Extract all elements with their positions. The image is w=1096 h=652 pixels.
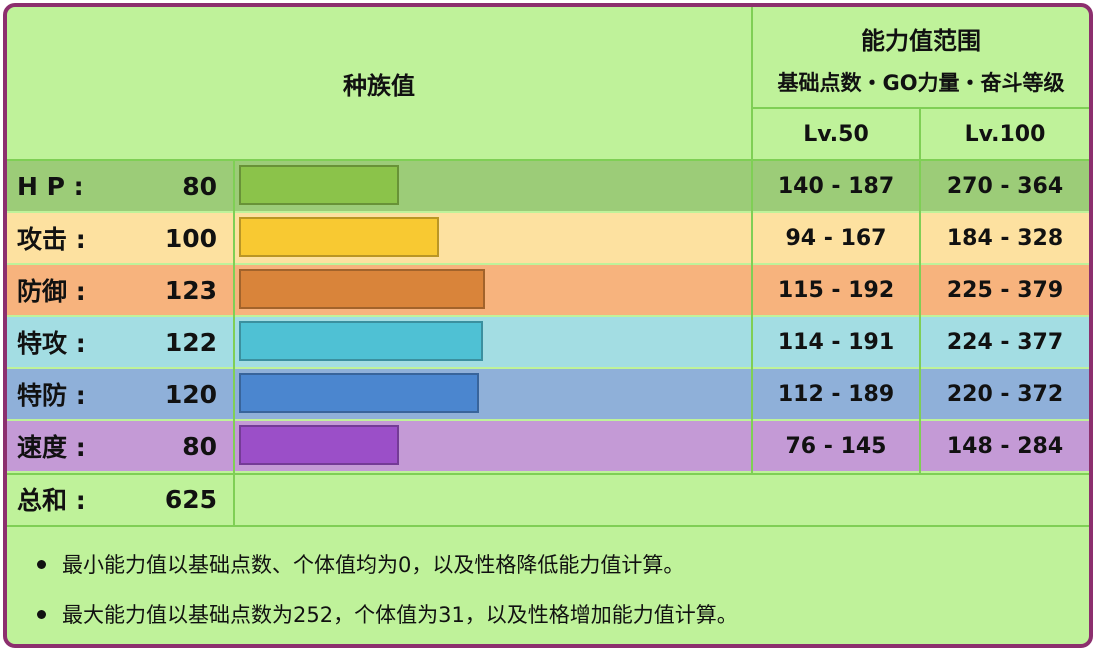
base-stats-header: 种族值 xyxy=(7,7,751,159)
stat-bar xyxy=(239,425,399,465)
stat-row-def: 防御 : 123 115 - 192 225 - 379 xyxy=(7,265,1089,315)
stat-label: 特攻 : xyxy=(17,329,86,358)
grid-line xyxy=(753,107,1089,109)
total-value: 625 xyxy=(164,484,217,514)
stat-label: 攻击 : xyxy=(17,225,86,254)
stat-value: 123 xyxy=(164,275,217,305)
lv100-label: Lv.100 xyxy=(964,121,1046,147)
range-lv50: 115 - 192 xyxy=(753,265,919,315)
grid-line xyxy=(233,159,235,525)
note-min: 最小能力值以基础点数、个体值均为0，以及性格降低能力值计算。 xyxy=(37,547,684,581)
total-label: 总和 : xyxy=(17,486,86,515)
stat-label: 特防 : xyxy=(17,381,86,410)
stat-label: H P : xyxy=(17,171,84,201)
range-lv50: 114 - 191 xyxy=(753,317,919,367)
stat-bar xyxy=(239,165,399,205)
grid-line xyxy=(7,159,1089,161)
stat-bar xyxy=(239,269,485,309)
stat-row-spd: 特防 : 120 112 - 189 220 - 372 xyxy=(7,369,1089,419)
range-lv100: 184 - 328 xyxy=(921,213,1089,263)
lv100-header: Lv.100 xyxy=(921,109,1089,159)
lv50-header: Lv.50 xyxy=(753,109,919,159)
stat-row-atk: 攻击 : 100 94 - 167 184 - 328 xyxy=(7,213,1089,263)
range-lv50: 112 - 189 xyxy=(753,369,919,419)
range-lv100: 148 - 284 xyxy=(921,421,1089,471)
stat-value: 122 xyxy=(164,327,217,357)
range-lv100: 224 - 377 xyxy=(921,317,1089,367)
stat-bar xyxy=(239,217,439,257)
grid-line xyxy=(7,473,1089,475)
stat-label: 防御 : xyxy=(17,277,86,306)
total-row: 总和 : 625 xyxy=(7,473,1089,525)
stats-table: 种族值 能力值范围 基础点数・GO力量・奋斗等级 Lv.50 Lv.100 H … xyxy=(3,3,1093,648)
bullet-icon xyxy=(37,559,46,569)
stat-row-hp: H P : 80 140 - 187 270 - 364 xyxy=(7,161,1089,211)
range-lv100: 270 - 364 xyxy=(921,161,1089,211)
range-subtitle: 基础点数・GO力量・奋斗等级 xyxy=(777,71,1065,95)
stat-value: 120 xyxy=(164,379,217,409)
note-max-text: 最大能力值以基础点数为252，个体值为31，以及性格增加能力值计算。 xyxy=(62,603,738,627)
stat-value: 80 xyxy=(182,171,217,201)
range-lv50: 76 - 145 xyxy=(753,421,919,471)
note-min-text: 最小能力值以基础点数、个体值均为0，以及性格降低能力值计算。 xyxy=(62,553,685,577)
stat-bar xyxy=(239,373,479,413)
note-max: 最大能力值以基础点数为252，个体值为31，以及性格增加能力值计算。 xyxy=(37,597,738,631)
stat-row-spa: 特攻 : 122 114 - 191 224 - 377 xyxy=(7,317,1089,367)
base-stats-title: 种族值 xyxy=(343,71,415,100)
stat-value: 100 xyxy=(164,223,217,253)
grid-line xyxy=(751,7,753,473)
grid-line xyxy=(7,525,1089,527)
range-lv100: 220 - 372 xyxy=(921,369,1089,419)
stat-label: 速度 : xyxy=(17,433,86,462)
bullet-icon xyxy=(37,609,46,619)
range-title: 能力值范围 xyxy=(861,27,981,55)
range-lv50: 140 - 187 xyxy=(753,161,919,211)
stat-row-spe: 速度 : 80 76 - 145 148 - 284 xyxy=(7,421,1089,471)
grid-line xyxy=(919,107,921,473)
stat-bar xyxy=(239,321,483,361)
stat-value: 80 xyxy=(182,431,217,461)
range-header: 能力值范围 基础点数・GO力量・奋斗等级 xyxy=(753,7,1089,107)
lv50-label: Lv.50 xyxy=(803,121,869,147)
range-lv100: 225 - 379 xyxy=(921,265,1089,315)
range-lv50: 94 - 167 xyxy=(753,213,919,263)
